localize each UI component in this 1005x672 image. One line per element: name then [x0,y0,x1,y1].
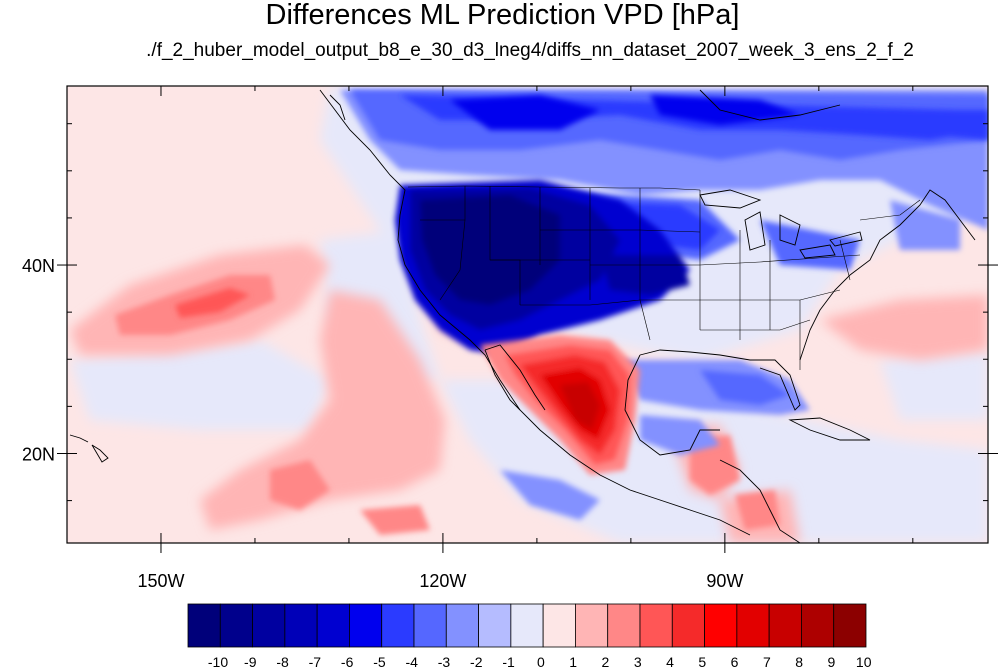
map-subtitle: ./f_2_huber_model_output_b8_e_30_d3_lneg… [146,40,914,61]
colorbar-label: -10 [208,654,228,670]
colorbar-swatch [704,603,738,648]
lat-tick-label: 20N [22,444,55,464]
colorbar-swatch [252,603,286,648]
colorbar-label: -6 [341,654,354,670]
map-frame [66,85,989,544]
axis-ticks: 150W 120W 90W 40N 20N [22,86,998,591]
colorbar-label: 4 [666,654,674,670]
lat-tick-label: 40N [22,256,55,276]
coastlines [69,89,976,543]
colorbar-swatch [639,603,673,648]
colorbar-label: 7 [763,654,771,670]
colorbar-swatch [349,603,383,648]
colorbar-label: -2 [470,654,483,670]
field-layer [67,86,988,543]
colorbar-swatch [510,603,544,648]
colorbar-label: 5 [698,654,706,670]
colorbar-label: -1 [502,654,515,670]
map-title: Differences ML Prediction VPD [hPa] [265,0,740,31]
colorbar-swatch [284,603,318,648]
colorbar-label: 2 [602,654,610,670]
colorbar-label: -4 [405,654,418,670]
colorbar-swatch [413,603,447,648]
colorbar-swatch [671,603,705,648]
colorbar-label: -8 [276,654,289,670]
colorbar-label: 1 [569,654,577,670]
colorbar-swatch [445,603,479,648]
colorbar-label: 3 [634,654,642,670]
colorbar-label: 6 [731,654,739,670]
colorbar-swatch [801,603,835,648]
lon-tick-label: 120W [419,571,466,591]
colorbar-label: 9 [828,654,836,670]
colorbar-label: 8 [795,654,803,670]
colorbar-swatch [316,603,350,648]
colorbar-swatch [607,603,641,648]
lon-tick-label: 90W [706,571,743,591]
colorbar-label: -5 [373,654,386,670]
colorbar-swatch [478,603,512,648]
lon-tick-label: 150W [137,571,184,591]
colorbar-label: 10 [856,654,872,670]
colorbar-label: 0 [537,654,545,670]
colorbar-swatch [736,603,770,648]
colorbar-label: -9 [244,654,257,670]
colorbar-swatch [381,603,415,648]
colorbar-label: -7 [309,654,322,670]
colorbar-label: -3 [438,654,451,670]
colorbar-swatch [542,603,576,648]
colorbar-swatch [833,603,867,648]
colorbar-swatch [575,603,609,648]
colorbar-swatch [768,603,802,648]
colorbar: -10 -9 -8 -7 -6 -5 -4 -3 -2 -1 0 1 2 3 4 5 6 7 8 9 10 [187,603,872,670]
colorbar-swatch [219,603,253,648]
colorbar-swatch [187,603,221,648]
state-boundaries [407,185,921,370]
